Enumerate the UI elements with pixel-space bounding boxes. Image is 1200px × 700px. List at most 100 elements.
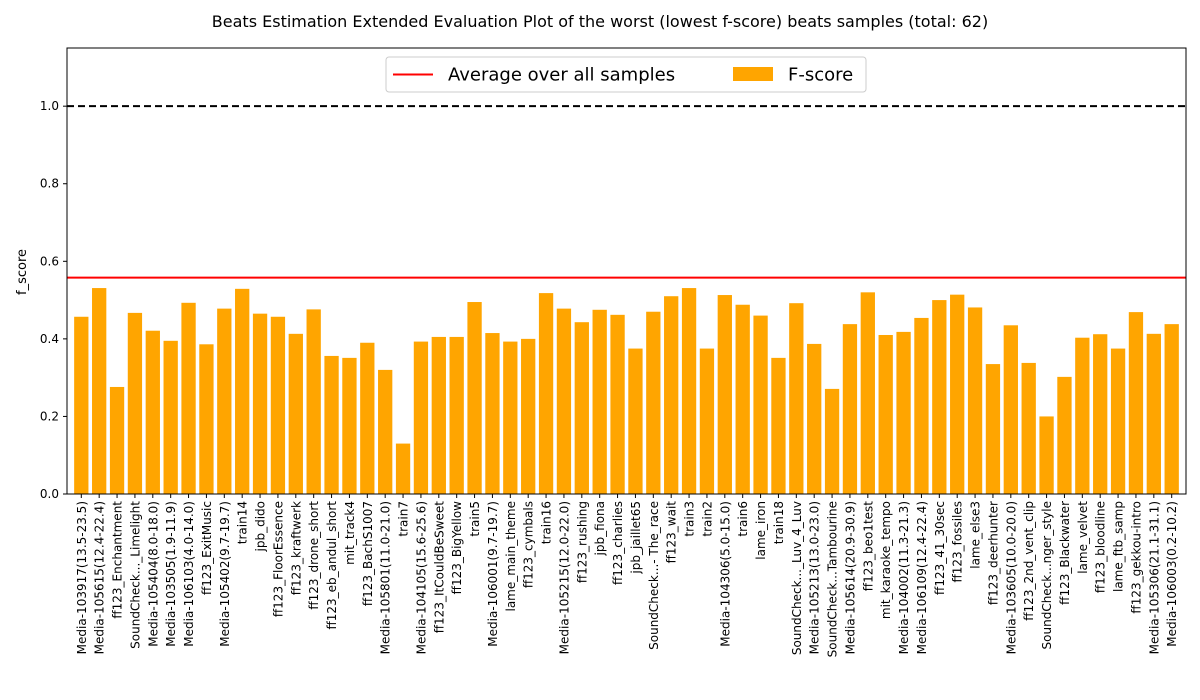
x-tick-label: ff123_eb_andul_short [325, 501, 339, 630]
bar [824, 388, 840, 494]
bar [199, 344, 214, 494]
bar [1110, 348, 1126, 494]
bar [503, 341, 518, 494]
bar [1057, 376, 1072, 494]
x-tick-label: ff123_2nd_vent_clip [1022, 501, 1036, 621]
x-tick-label: Media-104002(11.3-21.3) [897, 501, 911, 654]
bar [342, 357, 357, 494]
x-tick-label: lame_else3 [969, 501, 983, 569]
x-tick-label: mit_karaoke_tempo [879, 501, 893, 619]
x-tick-label: ff123_fossiles [951, 501, 965, 583]
y-tick-label: 0.6 [40, 254, 59, 268]
x-tick-label: train2 [700, 501, 714, 537]
bar [771, 357, 786, 494]
bar [521, 338, 536, 494]
x-tick-label: Media-105801(11.0-21.0) [379, 501, 393, 654]
x-tick-label: ff123_Blackwater [1058, 501, 1072, 605]
x-tick-label: ff123_ItCouldBeSweet [432, 501, 446, 634]
x-tick-label: ff123_bloodline [1094, 501, 1108, 593]
x-tick-label: Media-105615(12.4-22.4) [93, 501, 107, 654]
legend-box [385, 56, 867, 93]
bar [985, 364, 1001, 494]
bar [538, 293, 554, 494]
x-tick-label: ff123_wait [665, 501, 679, 564]
bar [610, 314, 625, 494]
bar [109, 386, 125, 494]
bar [1093, 334, 1108, 494]
x-tick-label: jpb_dido [254, 501, 268, 552]
y-tick-label: 0.4 [40, 332, 59, 346]
bar [217, 308, 232, 494]
x-tick-label: Media-105213(13.0-23.0) [808, 501, 822, 654]
x-tick-label: Media-105404(8.0-18.0) [146, 501, 160, 647]
bar [556, 308, 572, 494]
x-tick-label: mit_track4 [343, 501, 357, 565]
x-tick-label: ff123_41_30sec [933, 501, 947, 595]
bar [127, 312, 143, 494]
bar [789, 303, 804, 494]
x-tick-label: ff123_cymbals [522, 501, 536, 588]
bar [235, 288, 250, 494]
x-tick-label: SoundCheck...nger_style [1040, 501, 1054, 649]
x-tick-label: ff123_Enchantment [111, 501, 125, 619]
bar [467, 302, 482, 494]
x-tick-label: train3 [683, 501, 697, 537]
bar [92, 288, 107, 494]
bar [378, 369, 393, 494]
x-tick-label: SoundCheck...Tambourine [826, 501, 840, 657]
x-tick-label: Media-105614(20.9-30.9) [843, 501, 857, 654]
x-tick-label: lame_main_theme [504, 501, 518, 612]
plot-area: 0.0 0.2 0.4 0.6 0.8 1.0 Media-103917(13.5-23.5… [40, 47, 1187, 657]
x-tick-label: Media-104306(5.0-15.0) [718, 501, 732, 647]
bar [699, 348, 715, 494]
x-tick-label: ff123_deerhunter [986, 501, 1000, 605]
x-tick-label: SoundCheck...- The_race [647, 501, 661, 650]
x-tick-label: Media-103605(10.0-20.0) [1004, 501, 1018, 654]
x-tick-label: lame_velvet [1076, 501, 1090, 574]
chart-title: Beats Estimation Extended Evaluation Plo… [212, 12, 988, 31]
x-tick-label: Media-105215(12.0-22.0) [557, 501, 571, 654]
y-tick-label: 0.2 [40, 409, 59, 423]
bar [288, 333, 303, 494]
bar [306, 309, 321, 494]
bar [431, 336, 446, 494]
x-tick-label: Media-104105(15.6-25.6) [414, 501, 428, 654]
x-tick-label: Media-106103(4.0-14.0) [182, 501, 196, 647]
bar [681, 288, 697, 494]
bar [932, 300, 947, 494]
bar [967, 307, 983, 494]
x-tick-label: train6 [736, 501, 750, 537]
x-tick-label: Media-105402(9.7-19.7) [218, 501, 232, 647]
axes-frame [66, 47, 1187, 495]
bar [449, 336, 464, 494]
bar [163, 340, 178, 494]
bar [807, 343, 822, 494]
x-tick-label: train7 [397, 501, 411, 537]
bar [1039, 416, 1054, 494]
x-tick-label: train16 [540, 501, 554, 544]
bar [574, 322, 589, 494]
bar [1003, 325, 1018, 494]
x-tick-label: lame_iron [754, 501, 768, 560]
x-tick-label: Media-103505(1.9-11.9) [164, 501, 178, 647]
x-tick-label: train14 [236, 501, 250, 544]
bar [717, 295, 732, 494]
x-tick-label: Media-106003(0.2-10.2) [1165, 501, 1179, 647]
y-tick-label: 0.0 [40, 487, 59, 501]
x-tick-label: ff123_charlies [611, 501, 625, 585]
bar [860, 292, 875, 494]
bar [950, 294, 965, 494]
x-tick-label: Media-106109(12.4-22.4) [915, 501, 929, 654]
x-tick-label: Media-105306(21.1-31.1) [1147, 501, 1161, 654]
bar [1164, 324, 1179, 494]
x-tick-label: train5 [468, 501, 482, 537]
legend-label-fscore: F-score [788, 65, 853, 86]
x-tick-label: ff123_BachS1007 [361, 501, 375, 606]
bar [270, 316, 286, 494]
bar [252, 313, 268, 494]
y-axis-label: f_score [15, 249, 30, 295]
bar [1021, 362, 1036, 494]
bar [360, 342, 375, 494]
x-tick-label: Media-106001(9.7-19.7) [486, 501, 500, 647]
